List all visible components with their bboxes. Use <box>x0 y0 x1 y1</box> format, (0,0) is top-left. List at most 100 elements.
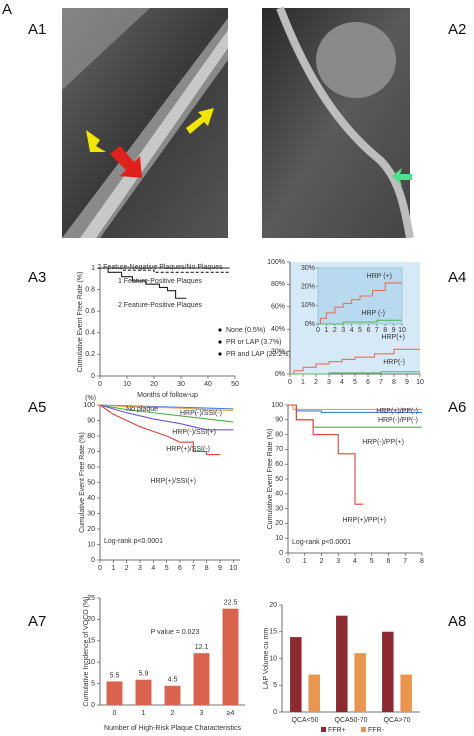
legend-bullet <box>218 340 222 344</box>
bar <box>308 674 320 712</box>
y-tick-label: 30 <box>87 510 95 517</box>
legend-bullet <box>218 328 222 332</box>
y-tick-label: 0.8 <box>85 286 95 293</box>
x-tick-label: 30 <box>177 381 185 388</box>
x-tick-label: 50 <box>231 381 239 388</box>
x-tick-label: QCA>70 <box>383 717 410 724</box>
value-label: 5.5 <box>110 672 120 679</box>
km-curve <box>100 267 230 273</box>
inset-x-tick-label: 2 <box>333 327 337 334</box>
bar <box>354 653 366 712</box>
y-tick-label: 40 <box>87 495 95 502</box>
x-tick-label: 2 <box>320 558 324 565</box>
inset-x-tick-label: 8 <box>383 327 387 334</box>
annotation: 1 Feature-Positive Plaques <box>118 278 203 285</box>
legend-label: PR and LAP (22.2%) <box>226 351 291 358</box>
x-tick-label: 5 <box>370 558 374 565</box>
panel-label: A2 <box>448 21 466 38</box>
y-tick-label: 10 <box>269 655 277 662</box>
series-label: HRP(-) <box>383 359 405 366</box>
inset-x-tick-label: 5 <box>358 327 362 334</box>
x-tick-label: 6 <box>387 558 391 565</box>
y-tick-label: 50 <box>87 479 95 486</box>
legend-label: FFR+ <box>328 727 346 734</box>
y-tick-label: 15 <box>269 629 277 636</box>
y-tick-label: 80% <box>271 281 285 288</box>
y-tick-label: 40 <box>275 491 283 498</box>
y-tick-label: 0.4 <box>85 330 95 337</box>
x-tick-label: 0 <box>98 565 102 572</box>
series-label: HRP(+)/PP(-) <box>376 408 418 415</box>
x-tick-label: 3 <box>336 558 340 565</box>
x-tick-label: 8 <box>420 558 424 565</box>
km-curve <box>318 282 402 325</box>
x-tick-label: 1 <box>142 710 146 717</box>
legend-label: PR or LAP (3.7%) <box>226 339 282 346</box>
inset-x-tick-label: 9 <box>392 327 396 334</box>
panel-label: A5 <box>28 399 46 416</box>
legend-label: None (0.5%) <box>226 327 265 334</box>
x-tick-label: 0 <box>113 710 117 717</box>
series-label: HRP(-)/SSI(-) <box>180 410 222 417</box>
panel-label: A3 <box>28 269 46 286</box>
x-tick-label: 0 <box>98 381 102 388</box>
inset-x-tick-label: 6 <box>366 327 370 334</box>
x-tick-label: 7 <box>191 565 195 572</box>
x-tick-label: 6 <box>178 565 182 572</box>
y-tick-label: 100 <box>83 402 95 409</box>
legend-bullet <box>218 352 222 356</box>
legend-swatch <box>321 727 326 732</box>
km-curve <box>99 404 234 411</box>
bar <box>290 637 302 712</box>
y-tick-label: 10 <box>275 535 283 542</box>
y-tick-label: 40% <box>271 326 285 333</box>
x-tick-label: 4 <box>151 565 155 572</box>
y-axis-label: Cumulative Event Free Rate (%) <box>79 432 86 533</box>
series-label: HRP(+) <box>381 334 405 341</box>
inset-x-tick-label: 1 <box>324 327 328 334</box>
inset-x-tick-label: 4 <box>350 327 354 334</box>
inset-x-tick-label: 0 <box>316 327 320 334</box>
inset-y-tick-label: 10% <box>301 302 315 309</box>
x-tick-label: 10 <box>229 565 237 572</box>
series-label: No plaque <box>126 406 158 413</box>
y-axis-label: Cumulative Event Free Rate (%) <box>77 272 84 373</box>
y-tick-label: 5 <box>273 682 277 689</box>
inset-x-tick-label: 3 <box>341 327 345 334</box>
x-axis-label: Months of follow-up <box>137 392 198 399</box>
x-tick-label: 5 <box>165 565 169 572</box>
bar <box>193 653 210 705</box>
x-tick-label: 9 <box>405 379 409 386</box>
panel-label: A4 <box>448 269 466 286</box>
series-label: HRP(+)/SSI(+) <box>150 478 196 485</box>
ct-image-a1 <box>62 8 228 238</box>
value-label: 12.1 <box>195 644 209 651</box>
panel-label: A8 <box>448 613 466 630</box>
y-tick-label: 10 <box>87 659 95 666</box>
y-tick-label: 0 <box>91 557 95 564</box>
y-tick-label: 90 <box>87 417 95 424</box>
value-label: 4.5 <box>168 677 178 684</box>
x-tick-label: 0 <box>288 379 292 386</box>
y-tick-label: 15 <box>87 638 95 645</box>
series-label: HRP(-)/PP(-) <box>378 417 418 424</box>
x-tick-label: 20 <box>150 381 158 388</box>
y-tick-label: 30 <box>275 505 283 512</box>
x-tick-label: 1 <box>303 558 307 565</box>
inset-y-tick-label: 0% <box>305 321 315 328</box>
bar <box>336 615 348 712</box>
x-tick-label: 3 <box>138 565 142 572</box>
y-unit: (%) <box>85 395 96 402</box>
y-tick-label: 60 <box>87 464 95 471</box>
inset-series-label: HRP (+) <box>367 273 392 280</box>
series-label: HRP(-)/SSI(+) <box>172 429 216 436</box>
panel-label: A <box>2 1 12 18</box>
y-tick-label: 20 <box>87 526 95 533</box>
inset-series-label: HRP (-) <box>361 310 385 317</box>
y-tick-label: 0 <box>91 702 95 709</box>
x-tick-label: 10 <box>123 381 131 388</box>
y-tick-label: 0 <box>279 550 283 557</box>
y-axis-label: Cumulative Incidence of VOCO (%) <box>83 596 90 706</box>
annotation: 2 Feature-Negative Plaques/No Plaques <box>97 264 223 271</box>
